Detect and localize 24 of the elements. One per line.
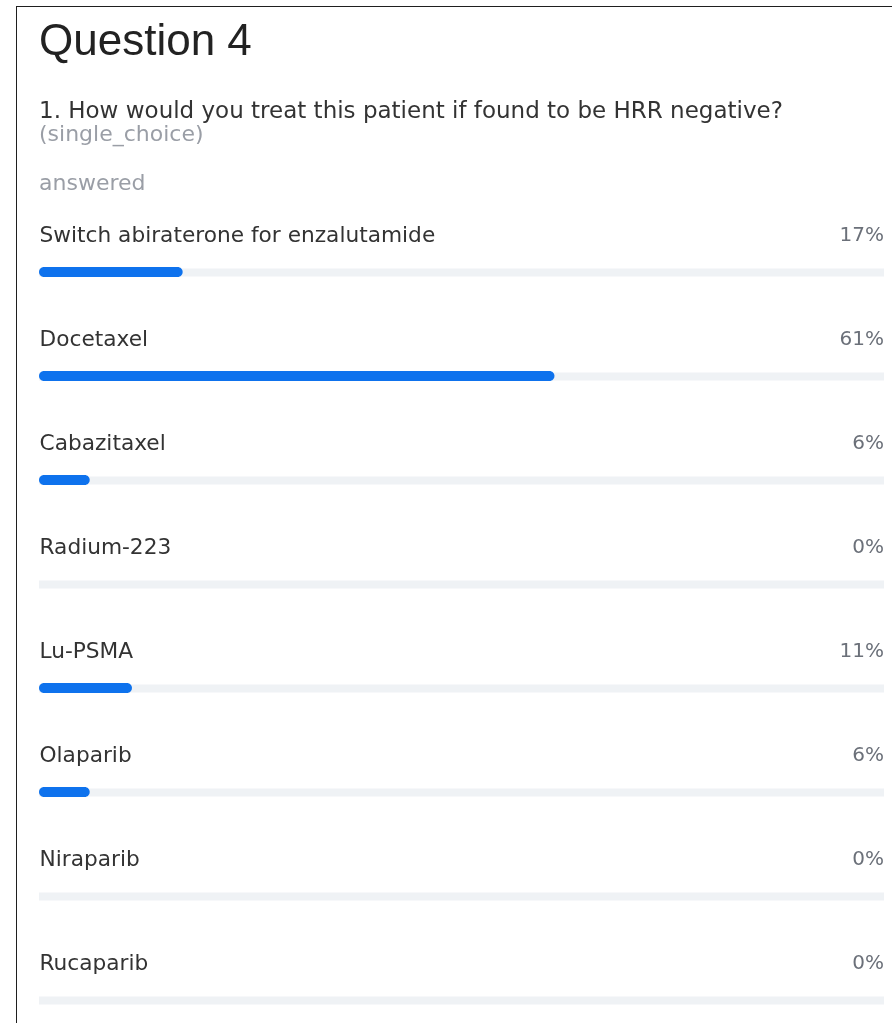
y-tick-label: Cabazitaxel (39, 430, 166, 455)
bar (39, 475, 90, 485)
data-label: 6% (852, 430, 884, 454)
annotation: answered (39, 170, 147, 195)
bar (39, 787, 90, 797)
data-label: 6% (852, 742, 884, 766)
y-tick-label: Niraparib (39, 846, 140, 871)
y-tick-label: Docetaxel (39, 326, 149, 351)
text: (single_choice) (39, 121, 204, 146)
chart-subtitle: 1. How would you treat this patient if found to be HRR negative? (39, 97, 784, 123)
y-tick-label: Radium-223 (39, 534, 172, 559)
y-tick-label: Lu-PSMA (39, 638, 134, 663)
chart-title: Question 4 (39, 14, 253, 66)
data-label: 0% (852, 534, 884, 558)
data-label: 0% (852, 846, 884, 870)
y-tick-label: Olaparib (39, 742, 132, 767)
data-label: 0% (852, 950, 884, 974)
bar (39, 267, 183, 277)
data-label: 17% (839, 222, 884, 246)
y-tick-label: Switch abiraterone for enzalutamide (39, 222, 436, 247)
data-label: 11% (839, 638, 884, 662)
data-label: 61% (839, 326, 884, 350)
y-tick-label: Rucaparib (39, 950, 149, 975)
bar (39, 683, 132, 693)
